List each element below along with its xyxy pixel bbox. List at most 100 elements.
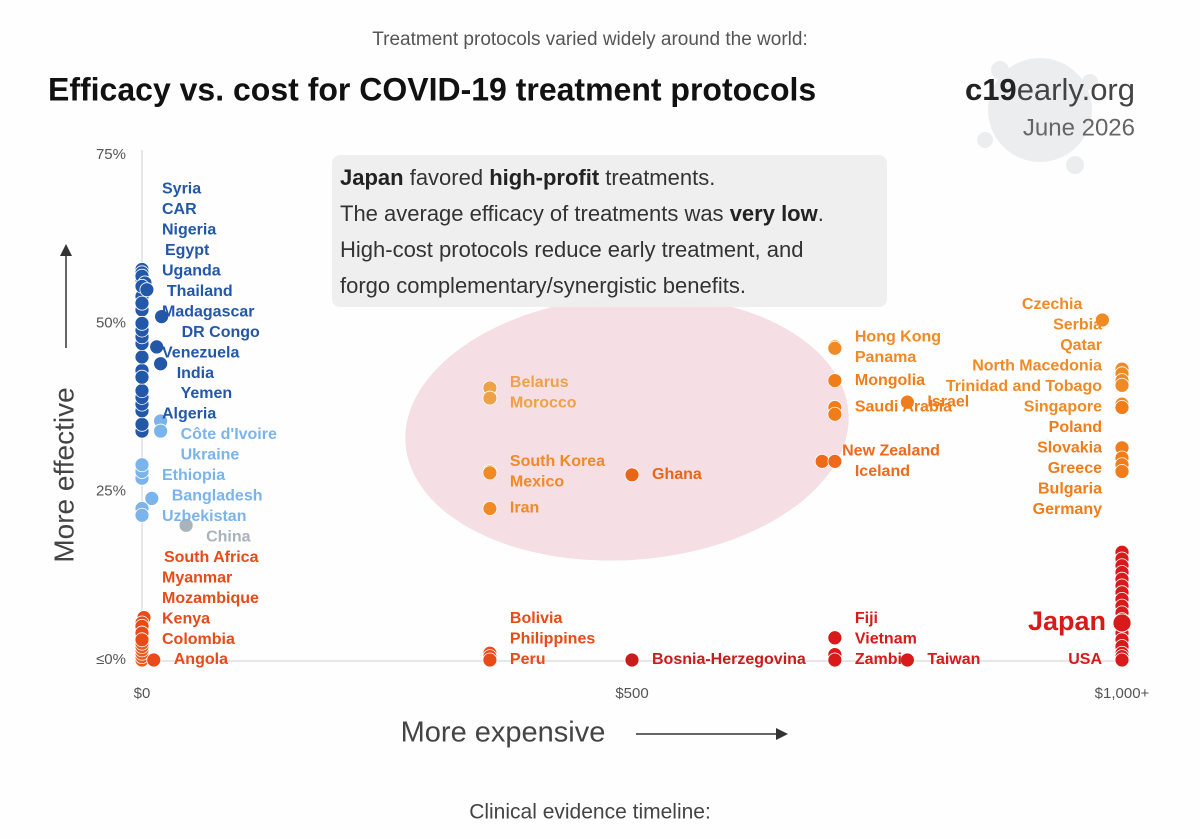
highlight-label: Japan [1028, 606, 1106, 636]
point-label: Belarus [510, 374, 569, 391]
point-label: Mexico [510, 474, 564, 491]
annotation-line: Japan favored high-profit treatments. [340, 165, 715, 190]
point [154, 309, 170, 325]
point [827, 630, 843, 646]
labels: Japan Syria CAR Nigeria Egypt Uganda Thailand M… [162, 180, 1106, 668]
point-label: Zambia [855, 651, 911, 668]
point-label: Serbia [1053, 317, 1102, 334]
brand-bold: c19 [965, 72, 1017, 107]
point-label: Bolivia [510, 610, 563, 627]
point [134, 457, 150, 473]
annotation-text: forgo complementary/synergistic benefits… [340, 273, 746, 298]
point-label: Venezuela [162, 344, 239, 361]
annotation-text: . [818, 201, 824, 226]
point-label: South Africa [164, 549, 259, 566]
y-tick-label: 25% [96, 483, 126, 500]
y-arrow-head [60, 244, 72, 256]
annotation-text: High-cost protocols reduce early treatme… [340, 237, 803, 262]
point-label: Bulgaria [1038, 481, 1102, 498]
y-tick-label: ≤0% [96, 651, 126, 668]
point [1112, 613, 1132, 633]
point-label: Czechia [1022, 296, 1083, 313]
point-label: Mozambique [162, 590, 259, 607]
annotation-line: High-cost protocols reduce early treatme… [340, 237, 803, 262]
point-label: Singapore [1024, 399, 1102, 416]
y-tick-label: 50% [96, 314, 126, 331]
point [827, 406, 843, 422]
point-label: Algeria [162, 406, 216, 423]
brand-rest: early.org [1017, 72, 1135, 107]
point-label: Panama [855, 349, 916, 366]
point [146, 652, 162, 668]
point-label: Ukraine [181, 447, 240, 464]
point [1114, 377, 1130, 393]
point-label: Iceland [855, 463, 910, 480]
point [153, 423, 169, 439]
y-tick-label: 75% [96, 146, 126, 163]
x-tick-label: $500 [615, 685, 648, 702]
point [482, 465, 498, 481]
annotation-text: high-profit [489, 165, 600, 190]
point-label: Uzbekistan [162, 508, 246, 525]
point [899, 394, 915, 410]
point [482, 652, 498, 668]
point [134, 369, 150, 385]
point-label: Egypt [165, 242, 210, 259]
point [139, 282, 155, 298]
highlight-region [405, 295, 849, 561]
point-label: Greece [1048, 460, 1102, 477]
point-label: USA [1068, 651, 1102, 668]
point-label: Morocco [510, 394, 577, 411]
point-label: New Zealand [842, 442, 940, 459]
point-label: North Macedonia [972, 358, 1102, 375]
point-label: Colombia [162, 631, 235, 648]
footer: Clinical evidence timeline: [469, 801, 711, 824]
point-label: Angola [174, 651, 228, 668]
point-label: Bosnia-Herzegovina [652, 651, 806, 668]
point [153, 356, 169, 372]
point-label: Madagascar [162, 303, 255, 320]
point-label: Vietnam [855, 631, 917, 648]
marks [134, 262, 1132, 668]
x-tick-label: $0 [134, 685, 151, 702]
point [134, 295, 150, 311]
point-label: Thailand [167, 283, 233, 300]
point [134, 507, 150, 523]
chart-title: Efficacy vs. cost for COVID-19 treatment… [48, 71, 816, 107]
point-label: South Korea [510, 453, 605, 470]
logo-decoration [977, 58, 1098, 174]
annotation: Japan favored high-profit treatments. The… [340, 165, 824, 298]
point [134, 632, 150, 648]
annotation-line: The average efficacy of treatments was v… [340, 201, 824, 226]
annotation-text: treatments. [599, 165, 715, 190]
point [899, 652, 915, 668]
annotation-text: Japan [340, 165, 404, 190]
point [134, 416, 150, 432]
point-label: Côte d'Ivoire [181, 426, 277, 443]
annotation-text: favored [404, 165, 490, 190]
subtitle: Treatment protocols varied widely around… [372, 29, 807, 50]
point [134, 349, 150, 365]
point [1095, 312, 1110, 328]
point-label: Saudi Arabia [855, 399, 952, 416]
point [134, 383, 150, 399]
point-label: Slovakia [1037, 440, 1102, 457]
point [814, 453, 830, 469]
point [1114, 400, 1130, 415]
point-label: Ghana [652, 466, 702, 483]
point-label: Philippines [510, 631, 595, 648]
point [1114, 652, 1130, 668]
point [149, 339, 165, 355]
point-label: Trinidad and Tobago [946, 378, 1102, 395]
point [482, 390, 498, 406]
point [1114, 464, 1130, 479]
point-label: Bangladesh [172, 488, 263, 505]
point-label: Kenya [162, 610, 210, 627]
annotation-text: very low [730, 201, 819, 226]
point [624, 467, 640, 483]
x-arrow-head [776, 728, 788, 740]
x-tick-label: $1,000+ [1095, 685, 1150, 702]
annotation-line: forgo complementary/synergistic benefits… [340, 273, 746, 298]
